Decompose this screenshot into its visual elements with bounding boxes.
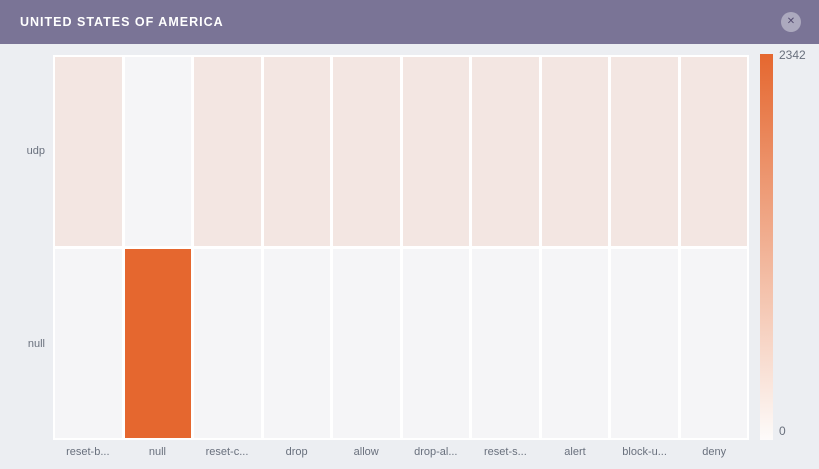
x-axis-label: block-u... (622, 446, 667, 458)
heatmap-cell-null-reset-b[interactable] (55, 249, 122, 438)
heatmap-cell-null-drop-al[interactable] (402, 249, 469, 438)
heatmap-cell-udp-reset-c[interactable] (194, 57, 261, 246)
heatmap-cell-null-reset-c[interactable] (194, 249, 261, 438)
heatmap-grid (53, 55, 749, 440)
color-scale-max-label: 2342 (779, 48, 806, 62)
y-axis-label: udp (26, 145, 45, 158)
heatmap-cell-udp-block-u[interactable] (611, 57, 678, 246)
close-icon: ✕ (786, 16, 796, 27)
panel-title: UNITED STATES OF AMERICA (20, 15, 224, 29)
x-axis-label: reset-b... (66, 446, 110, 458)
x-axis: reset-b... null reset-c... drop allow drop-al… (53, 444, 749, 460)
heatmap-chart: udp null reset-b... null reset-c... drop allo… (0, 44, 819, 469)
y-axis: udp null (0, 55, 45, 440)
x-axis-label: drop (285, 446, 308, 458)
x-axis-label: deny (702, 446, 727, 458)
x-axis-label: reset-s... (483, 446, 527, 458)
heatmap-cell-null-reset-s[interactable] (472, 249, 539, 438)
color-scale (760, 54, 773, 440)
x-axis-label: allow (353, 446, 379, 458)
color-scale-min-label: 0 (779, 424, 786, 438)
x-axis-label: reset-c... (205, 446, 249, 458)
heatmap-cell-null-deny[interactable] (680, 249, 747, 438)
heatmap-cell-null-null[interactable] (124, 249, 191, 438)
heatmap-cell-null-alert[interactable] (541, 249, 608, 438)
heatmap-cell-udp-drop[interactable] (263, 57, 330, 246)
heatmap-cell-udp-null[interactable] (124, 57, 191, 246)
x-axis-label: drop-al... (414, 446, 458, 458)
heatmap-cell-udp-deny[interactable] (680, 57, 747, 246)
heatmap-cell-udp-reset-s[interactable] (472, 57, 539, 246)
heatmap-cell-udp-drop-al[interactable] (402, 57, 469, 246)
heatmap-cell-null-allow[interactable] (333, 249, 400, 438)
x-axis-label: null (148, 446, 166, 458)
heatmap-cell-udp-allow[interactable] (333, 57, 400, 246)
heatmap-cell-udp-reset-b[interactable] (55, 57, 122, 246)
x-axis-label: alert (564, 446, 586, 458)
heatmap-cell-null-block-u[interactable] (611, 249, 678, 438)
heatmap-cell-null-drop[interactable] (263, 249, 330, 438)
close-button[interactable]: ✕ (781, 12, 801, 32)
heatmap-cell-udp-alert[interactable] (541, 57, 608, 246)
panel-header: UNITED STATES OF AMERICA ✕ (0, 0, 819, 44)
y-axis-label: null (27, 337, 45, 350)
